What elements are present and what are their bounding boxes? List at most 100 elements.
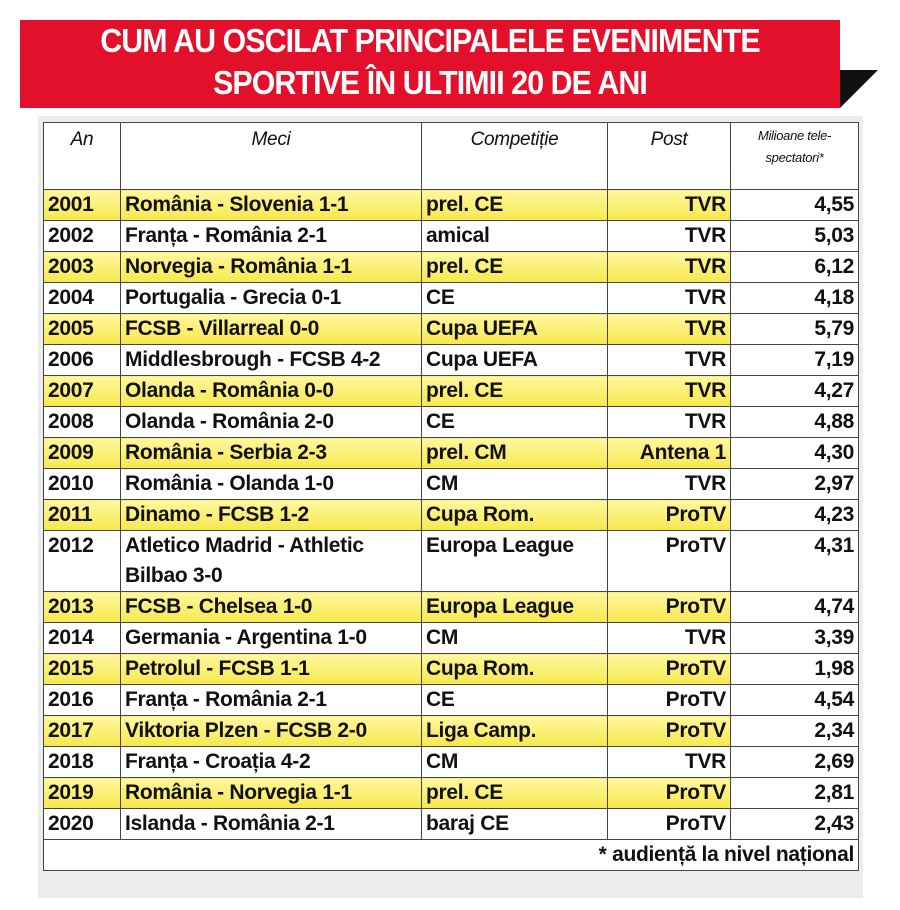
table-cell: 4,74 — [730, 591, 859, 623]
table-cell: Cupa Rom. — [421, 653, 608, 685]
table-cell: Germania - Argentina 1-0 — [120, 622, 422, 654]
table-cell: 2,43 — [730, 808, 859, 840]
table-cell: CM — [421, 468, 608, 500]
table-cell: 2016 — [43, 684, 121, 716]
table-cell: baraj CE — [421, 808, 608, 840]
table-cell: 2004 — [43, 282, 121, 314]
table-cell: Olanda - România 2-0 — [120, 406, 422, 438]
table-cell: ProTV — [607, 591, 731, 623]
table-cell: prel. CE — [421, 375, 608, 407]
table-cell: 2020 — [43, 808, 121, 840]
table-cell: CE — [421, 282, 608, 314]
table-cell: 2001 — [43, 189, 121, 221]
column-header: Post — [607, 122, 731, 190]
table-cell: Cupa UEFA — [421, 344, 608, 376]
table-cell: 2014 — [43, 622, 121, 654]
table-cell: prel. CE — [421, 189, 608, 221]
table-cell: TVR — [607, 189, 731, 221]
table-cell: Liga Camp. — [421, 715, 608, 747]
table-cell: Europa League — [421, 591, 608, 623]
table-cell: 2011 — [43, 499, 121, 531]
table-cell: 4,30 — [730, 437, 859, 469]
table-cell: FCSB - Chelsea 1-0 — [120, 591, 422, 623]
table-row: 2007 Olanda - România 0-0 prel. CE TVR 4,27 — [43, 375, 859, 407]
table-row: 2014 Germania - Argentina 1-0 CM TVR 3,39 — [43, 622, 859, 654]
table-row: 2002 Franța - România 2-1 amical TVR 5,03 — [43, 220, 859, 252]
table-cell: TVR — [607, 282, 731, 314]
table-cell: TVR — [607, 406, 731, 438]
table-cell: 3,39 — [730, 622, 859, 654]
table-cell: Middlesbrough - FCSB 4-2 — [120, 344, 422, 376]
table-cell: TVR — [607, 375, 731, 407]
table-cell: 2013 — [43, 591, 121, 623]
table-row: 2006 Middlesbrough - FCSB 4-2 Cupa UEFA TVR… — [43, 344, 859, 376]
table-row: 2015 Petrolul - FCSB 1-1 Cupa Rom. ProTV 1,9… — [43, 653, 859, 685]
title-banner: CUM AU OSCILAT PRINCIPALELE EVENIMENTE S… — [20, 20, 840, 108]
table-cell: 4,55 — [730, 189, 859, 221]
table-row: 2018 Franța - Croația 4-2 CM TVR 2,69 — [43, 746, 859, 778]
table-cell: 5,79 — [730, 313, 859, 345]
table-cell: prel. CE — [421, 251, 608, 283]
table-cell: Franța - România 2-1 — [120, 684, 422, 716]
table-cell: prel. CM — [421, 437, 608, 469]
table-cell: 2010 — [43, 468, 121, 500]
table-cell: Atletico Madrid - Athletic Bilbao 3-0 — [120, 530, 422, 592]
table-cell: Olanda - România 0-0 — [120, 375, 422, 407]
table-cell: ProTV — [607, 530, 731, 592]
table-cell: România - Norvegia 1-1 — [120, 777, 422, 809]
table-cell: ProTV — [607, 777, 731, 809]
table-body: 2001 România - Slovenia 1-1 prel. CE TVR 4,5… — [43, 189, 859, 871]
table-cell: 2012 — [43, 530, 121, 592]
title-line: CUM AU OSCILAT PRINCIPALELE EVENIMENTE — [100, 22, 760, 59]
table-cell: 4,23 — [730, 499, 859, 531]
table-cell: Petrolul - FCSB 1-1 — [120, 653, 422, 685]
footnote: * audiență la nivel național — [43, 839, 859, 871]
table-cell: ProTV — [607, 684, 731, 716]
table-cell: 2,34 — [730, 715, 859, 747]
table-cell: 2,97 — [730, 468, 859, 500]
table-row: 2017 Viktoria Plzen - FCSB 2-0 Liga Camp. P… — [43, 715, 859, 747]
table-cell: România - Slovenia 1-1 — [120, 189, 422, 221]
table-cell: ProTV — [607, 499, 731, 531]
table-cell: 2008 — [43, 406, 121, 438]
table-cell: CM — [421, 622, 608, 654]
table-cell: FCSB - Villarreal 0-0 — [120, 313, 422, 345]
table-cell: 2,69 — [730, 746, 859, 778]
column-header: Milioane tele-spectatori* — [730, 122, 859, 190]
table-cell: 4,31 — [730, 530, 859, 592]
table-cell: Cupa Rom. — [421, 499, 608, 531]
table-row: 2013 FCSB - Chelsea 1-0 Europa League ProTV… — [43, 591, 859, 623]
table-cell: 4,54 — [730, 684, 859, 716]
table-cell: 4,18 — [730, 282, 859, 314]
column-header: Meci — [120, 122, 422, 190]
table-cell: CE — [421, 406, 608, 438]
table-cell: ProTV — [607, 808, 731, 840]
table-row: 2001 România - Slovenia 1-1 prel. CE TVR 4,5… — [43, 189, 859, 221]
table-cell: 2002 — [43, 220, 121, 252]
table-cell: 4,88 — [730, 406, 859, 438]
table-cell: 6,12 — [730, 251, 859, 283]
table-cell: TVR — [607, 251, 731, 283]
table-cell: 2003 — [43, 251, 121, 283]
table-row: 2020 Islanda - România 2-1 baraj CE ProTV 2,… — [43, 808, 859, 840]
column-header: An — [43, 122, 121, 190]
table-cell: CM — [421, 746, 608, 778]
table-cell: 2006 — [43, 344, 121, 376]
table-cell: 2018 — [43, 746, 121, 778]
table-cell: 5,03 — [730, 220, 859, 252]
table-row: 2009 România - Serbia 2-3 prel. CM Antena 1… — [43, 437, 859, 469]
table-cell: 2019 — [43, 777, 121, 809]
table-row: 2005 FCSB - Villarreal 0-0 Cupa UEFA TVR 5,7… — [43, 313, 859, 345]
table-cell: Antena 1 — [607, 437, 731, 469]
table-cell: prel. CE — [421, 777, 608, 809]
table-cell: Europa League — [421, 530, 608, 592]
table-cell: Dinamo - FCSB 1-2 — [120, 499, 422, 531]
table-cell: Viktoria Plzen - FCSB 2-0 — [120, 715, 422, 747]
table-row: 2004 Portugalia - Grecia 0-1 CE TVR 4,18 — [43, 282, 859, 314]
table-cell: România - Serbia 2-3 — [120, 437, 422, 469]
table-cell: ProTV — [607, 653, 731, 685]
table-cell: România - Olanda 1-0 — [120, 468, 422, 500]
column-header: Competiție — [421, 122, 608, 190]
table-row: 2019 România - Norvegia 1-1 prel. CE ProTV 2… — [43, 777, 859, 809]
